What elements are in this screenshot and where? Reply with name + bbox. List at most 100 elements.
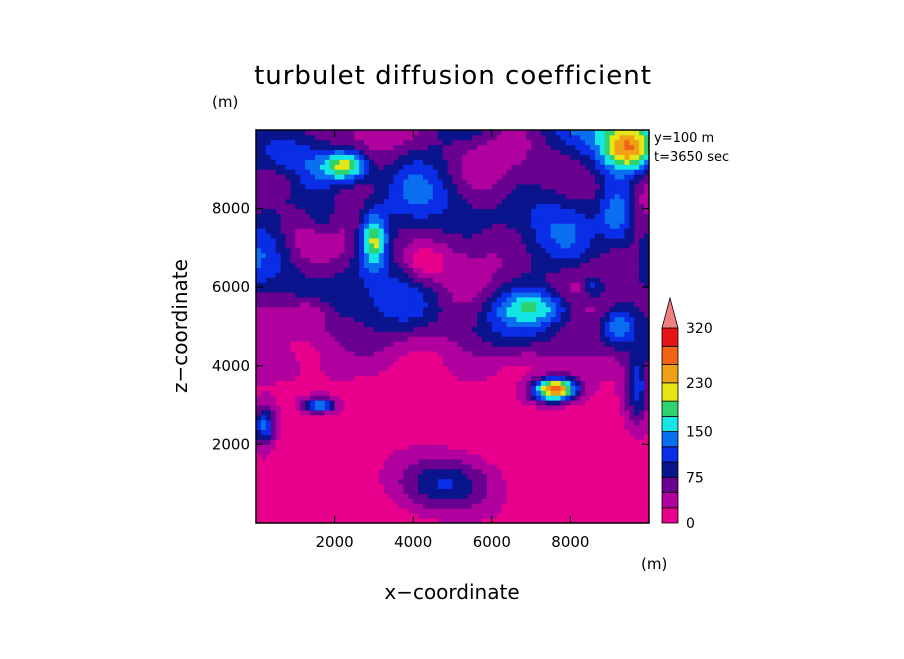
heatmap-cell (334, 331, 340, 337)
heatmap-cell (501, 375, 507, 381)
heatmap-cell (486, 434, 493, 440)
heatmap-cell (565, 267, 571, 273)
heatmap-cell (432, 351, 439, 357)
heatmap-cell (536, 228, 542, 234)
heatmap-cell (570, 395, 576, 401)
heatmap-cell (256, 297, 262, 303)
heatmap-cell (540, 242, 547, 249)
heatmap-cell (349, 434, 355, 440)
heatmap-cell (526, 223, 532, 229)
heatmap-cell (265, 459, 272, 465)
heatmap-cell (477, 360, 483, 367)
heatmap-cell (403, 306, 409, 313)
heatmap-cell (614, 390, 620, 396)
heatmap-cell (270, 518, 277, 523)
heatmap-cell (388, 247, 394, 254)
heatmap-cell (560, 306, 566, 313)
heatmap-cell (300, 365, 306, 372)
heatmap-cell (501, 287, 507, 293)
heatmap-cell (310, 380, 316, 386)
heatmap-cell (486, 395, 493, 401)
heatmap-cell (305, 360, 311, 367)
heatmap-cell (319, 292, 326, 298)
heatmap-cell (295, 316, 301, 322)
heatmap-cell (256, 434, 262, 440)
heatmap-cell (501, 306, 507, 313)
heatmap-cell (447, 488, 453, 494)
heatmap-cell (472, 242, 478, 249)
heatmap-cell (491, 390, 498, 396)
heatmap-cell (619, 424, 625, 431)
heatmap-cell (378, 346, 385, 352)
heatmap-cell (354, 336, 360, 342)
heatmap-cell (349, 306, 355, 313)
heatmap-cell (501, 321, 507, 327)
heatmap-cell (619, 223, 625, 229)
heatmap-cell (624, 468, 630, 475)
heatmap-cell (560, 326, 566, 332)
heatmap-cell (506, 473, 512, 480)
heatmap-cell (442, 410, 448, 416)
heatmap-cell (540, 513, 547, 519)
heatmap-cell (270, 449, 277, 455)
heatmap-cell (265, 228, 272, 234)
heatmap-cell (447, 297, 453, 303)
heatmap-cell (540, 316, 547, 322)
heatmap-cell (314, 218, 321, 224)
heatmap-cell (462, 513, 468, 519)
heatmap-cell (285, 228, 291, 234)
heatmap-cell (442, 449, 448, 455)
heatmap-cell (594, 478, 601, 485)
heatmap-cell (565, 233, 571, 239)
heatmap-cell (359, 414, 365, 421)
heatmap-cell (511, 262, 517, 268)
heatmap-cell (639, 341, 645, 347)
heatmap-cell (462, 385, 468, 391)
heatmap-cell (408, 424, 414, 431)
heatmap-cell (580, 444, 586, 450)
heatmap-cell (427, 341, 434, 347)
heatmap-cell (280, 316, 286, 322)
heatmap-cell (437, 346, 444, 352)
heatmap-cell (491, 316, 498, 322)
heatmap-cell (324, 272, 331, 278)
heatmap-cell (418, 468, 424, 475)
heatmap-cell (427, 375, 434, 381)
heatmap-cell (486, 405, 493, 411)
heatmap-cell (457, 454, 463, 460)
heatmap-cell (275, 365, 281, 372)
heatmap-cell (368, 233, 375, 239)
heatmap-cell (624, 287, 630, 293)
heatmap-cell (624, 282, 630, 288)
heatmap-cell (403, 483, 409, 490)
heatmap-cell (295, 390, 301, 396)
heatmap-cell (334, 375, 340, 381)
heatmap-cell (634, 478, 640, 485)
heatmap-cell (383, 306, 390, 313)
heatmap-cell (413, 464, 419, 470)
heatmap-cell (260, 351, 267, 357)
heatmap-cell (270, 468, 277, 475)
heatmap-cell (432, 444, 439, 450)
heatmap-cell (486, 360, 493, 367)
heatmap-cell (339, 306, 345, 313)
heatmap-cell (427, 252, 434, 259)
heatmap-cell (359, 488, 365, 494)
heatmap-cell (570, 508, 576, 514)
heatmap-cell (540, 390, 547, 396)
heatmap-cell (319, 518, 326, 523)
heatmap-cell (555, 360, 561, 367)
heatmap-cell (506, 464, 512, 470)
heatmap-cell (521, 468, 527, 475)
heatmap-cell (624, 272, 630, 278)
heatmap-cell (339, 459, 345, 465)
heatmap-cell (275, 400, 281, 406)
heatmap-cell (634, 292, 640, 298)
heatmap-cell (550, 513, 557, 519)
heatmap-cell (295, 351, 301, 357)
heatmap-cell (442, 385, 448, 391)
heatmap-cell (334, 252, 340, 259)
heatmap-cell (624, 365, 630, 372)
heatmap-cell (275, 449, 281, 455)
heatmap-cell (545, 238, 552, 244)
